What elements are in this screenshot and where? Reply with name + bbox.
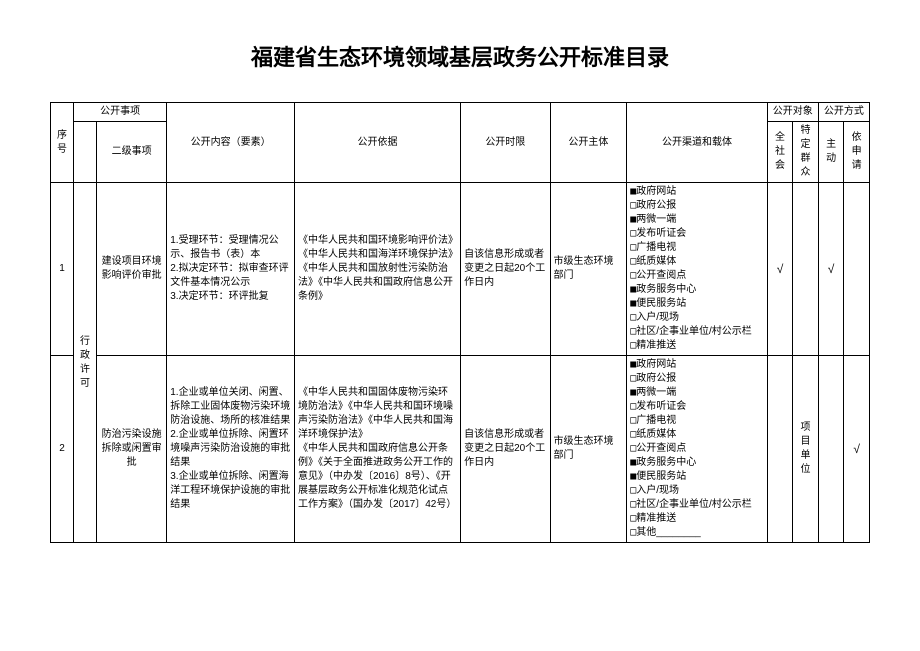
channel-option: ■两微一端 xyxy=(630,213,764,227)
cell-aud-spec xyxy=(793,183,819,356)
channel-option: ■便民服务站 xyxy=(630,470,764,484)
cell-basis: 《中华人民共和国固体废物污染环境防治法》《中华人民共和国环境噪声污染防治法》《中… xyxy=(295,356,461,543)
channel-label: 入户/现场 xyxy=(636,485,679,496)
cell-content: 1.受理环节：受理情况公示、报告书（表）本 2.拟决定环节：拟审查环评文件基本情… xyxy=(167,183,295,356)
th-audience: 公开对象 xyxy=(767,103,818,122)
channel-option: □入户/现场 xyxy=(630,484,764,498)
channel-option: ■两微一端 xyxy=(630,386,764,400)
channel-label: 便民服务站 xyxy=(636,471,686,482)
cell-m-active: √ xyxy=(818,183,844,356)
channel-option: □政府公报 xyxy=(630,199,764,213)
channel-label: 政府网站 xyxy=(636,186,676,197)
cell-channel: ■政府网站□政府公报■两微一端□发布听证会□广播电视□纸质媒体□公开查阅点■政务… xyxy=(627,183,768,356)
th-matter: 公开事项 xyxy=(73,103,166,122)
channel-label: 社区/企事业单位/村公示栏 xyxy=(636,326,752,337)
channel-label: 广播电视 xyxy=(636,242,676,253)
channel-label: 政府公报 xyxy=(636,200,676,211)
channel-option: ■政府网站 xyxy=(630,185,764,199)
channel-label: 广播电视 xyxy=(636,415,676,426)
cell-l2: 建设项目环境影响评价审批 xyxy=(96,183,166,356)
cell-category: 行政许可 xyxy=(73,183,96,543)
cell-l2: 防治污染设施拆除或闲置审批 xyxy=(96,356,166,543)
channel-option: ■便民服务站 xyxy=(630,297,764,311)
cell-timing: 自该信息形成或者变更之日起20个工作日内 xyxy=(461,183,550,356)
channel-option: □发布听证会 xyxy=(630,400,764,414)
th-seq: 序号 xyxy=(51,103,74,183)
channel-label: 精准推送 xyxy=(636,340,676,351)
channel-label: 其他________ xyxy=(636,527,701,538)
cell-m-apply xyxy=(844,183,870,356)
channel-label: 公开查阅点 xyxy=(636,443,686,454)
th-channel: 公开渠道和载体 xyxy=(627,103,768,183)
cell-seq: 2 xyxy=(51,356,74,543)
channel-option: □其他________ xyxy=(630,526,764,540)
page-title: 福建省生态环境领域基层政务公开标准目录 xyxy=(50,40,870,72)
th-aud-spec: 特定群众 xyxy=(793,122,819,183)
cell-m-active xyxy=(818,356,844,543)
disclosure-table: 序号 公开事项 公开内容（要素） 公开依据 公开时限 公开主体 公开渠道和载体 … xyxy=(50,102,870,543)
channel-label: 便民服务站 xyxy=(636,298,686,309)
channel-label: 公开查阅点 xyxy=(636,270,686,281)
cell-seq: 1 xyxy=(51,183,74,356)
th-l2: 二级事项 xyxy=(96,122,166,183)
th-l1-blank xyxy=(73,122,96,183)
channel-option: □入户/现场 xyxy=(630,311,764,325)
channel-label: 精准推送 xyxy=(636,513,676,524)
channel-label: 社区/企事业单位/村公示栏 xyxy=(636,499,752,510)
th-m-apply: 依申请 xyxy=(844,122,870,183)
channel-label: 发布听证会 xyxy=(636,401,686,412)
channel-label: 政府公报 xyxy=(636,373,676,384)
channel-label: 政务服务中心 xyxy=(636,457,696,468)
channel-option: □广播电视 xyxy=(630,414,764,428)
channel-option: □精准推送 xyxy=(630,339,764,353)
channel-option: □纸质媒体 xyxy=(630,428,764,442)
cell-aud-all: √ xyxy=(767,183,793,356)
cell-aud-spec: 项目单位 xyxy=(793,356,819,543)
channel-label: 入户/现场 xyxy=(636,312,679,323)
channel-option: ■政务服务中心 xyxy=(630,456,764,470)
channel-option: ■政府网站 xyxy=(630,358,764,372)
header-row-1: 序号 公开事项 公开内容（要素） 公开依据 公开时限 公开主体 公开渠道和载体 … xyxy=(51,103,870,122)
channel-label: 政府网站 xyxy=(636,359,676,370)
channel-option: □精准推送 xyxy=(630,512,764,526)
cell-content: 1.企业或单位关闭、闲置、拆除工业固体废物污染环境防治设施、场所的核准结果 2.… xyxy=(167,356,295,543)
th-aud-all: 全社会 xyxy=(767,122,793,183)
th-content: 公开内容（要素） xyxy=(167,103,295,183)
cell-basis: 《中华人民共和国环境影响评价法》《中华人民共和国海洋环境保护法》《中华人民共和国… xyxy=(295,183,461,356)
cell-subject: 市级生态环境部门 xyxy=(550,183,627,356)
cell-timing: 自该信息形成或者变更之日起20个工作日内 xyxy=(461,356,550,543)
channel-option: ■政务服务中心 xyxy=(630,283,764,297)
channel-option: □广播电视 xyxy=(630,241,764,255)
th-method: 公开方式 xyxy=(818,103,869,122)
channel-label: 政务服务中心 xyxy=(636,284,696,295)
table-row: 2 防治污染设施拆除或闲置审批1.企业或单位关闭、闲置、拆除工业固体废物污染环境防… xyxy=(51,356,870,543)
th-basis: 公开依据 xyxy=(295,103,461,183)
th-timing: 公开时限 xyxy=(461,103,550,183)
channel-option: □社区/企事业单位/村公示栏 xyxy=(630,325,764,339)
channel-label: 纸质媒体 xyxy=(636,256,676,267)
channel-option: □发布听证会 xyxy=(630,227,764,241)
channel-option: □社区/企事业单位/村公示栏 xyxy=(630,498,764,512)
channel-label: 两微一端 xyxy=(636,387,676,398)
cell-subject: 市级生态环境部门 xyxy=(550,356,627,543)
cell-aud-all xyxy=(767,356,793,543)
cell-m-apply: √ xyxy=(844,356,870,543)
channel-option: □政府公报 xyxy=(630,372,764,386)
th-subject: 公开主体 xyxy=(550,103,627,183)
channel-option: □公开查阅点 xyxy=(630,269,764,283)
th-m-active: 主动 xyxy=(818,122,844,183)
channel-label: 纸质媒体 xyxy=(636,429,676,440)
channel-label: 两微一端 xyxy=(636,214,676,225)
channel-label: 发布听证会 xyxy=(636,228,686,239)
channel-option: □纸质媒体 xyxy=(630,255,764,269)
cell-channel: ■政府网站□政府公报■两微一端□发布听证会□广播电视□纸质媒体□公开查阅点■政务… xyxy=(627,356,768,543)
table-row: 1行政许可建设项目环境影响评价审批1.受理环节：受理情况公示、报告书（表）本 2… xyxy=(51,183,870,356)
channel-option: □公开查阅点 xyxy=(630,442,764,456)
